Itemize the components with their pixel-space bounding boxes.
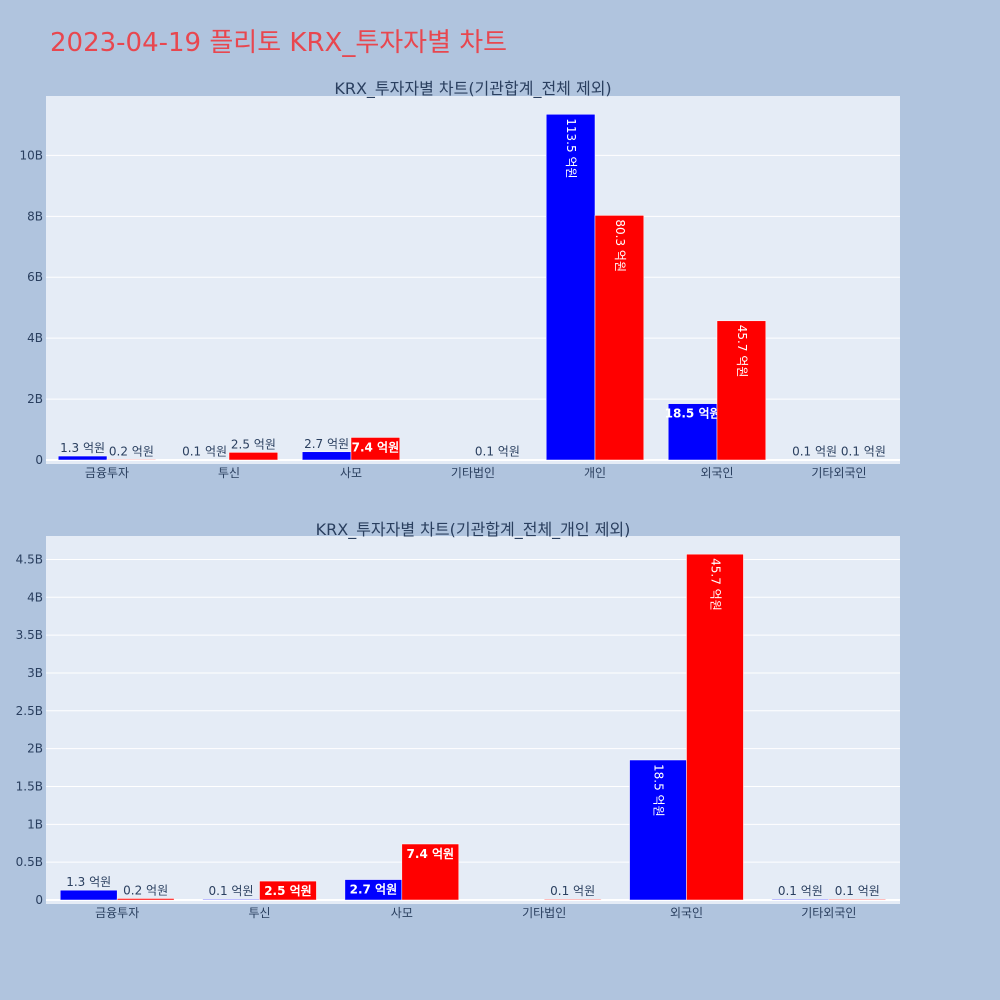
data-label: 0.1 억원 [182, 445, 227, 459]
x-tick-label: 개인 [584, 466, 606, 480]
bar [350, 437, 401, 461]
data-label: 113.5 억원 [564, 118, 578, 178]
data-label: 7.4 억원 [407, 847, 455, 861]
x-tick-label: 외국인 [670, 906, 703, 920]
bar [106, 459, 157, 461]
y-tick-label: 4B [27, 590, 43, 604]
y-tick-label: 3.5B [16, 628, 43, 642]
y-tick-label: 4B [27, 331, 43, 345]
chart-title: KRX_투자자별 차트(기관합계_전체 제외) [334, 79, 611, 99]
data-label: 0.1 억원 [550, 884, 595, 898]
data-label: 0.1 억원 [778, 884, 823, 898]
bar [629, 759, 687, 901]
y-tick-label: 1.5B [16, 779, 43, 793]
plot-area [46, 536, 900, 904]
page-title: 2023-04-19 플리토 KRX_투자자별 차트 [50, 28, 508, 58]
data-label: 1.3 억원 [60, 441, 105, 455]
data-label: 0.1 억원 [841, 445, 886, 459]
x-tick-label: 투신 [218, 466, 240, 480]
data-label: 2.7 억원 [304, 437, 349, 451]
data-label: 0.1 억원 [475, 445, 520, 459]
bar [594, 215, 645, 461]
bar [401, 843, 460, 901]
bar [116, 898, 175, 901]
data-label: 2.5 억원 [231, 437, 276, 451]
bar [259, 880, 317, 901]
y-tick-label: 0 [35, 893, 43, 907]
y-tick-label: 0.5B [16, 855, 43, 869]
x-tick-label: 사모 [340, 466, 362, 480]
plot-area [46, 96, 900, 464]
y-tick-label: 3B [27, 666, 43, 680]
bar [57, 455, 108, 461]
y-tick-label: 6B [27, 270, 43, 284]
y-tick-label: 2B [27, 742, 43, 756]
x-tick-label: 사모 [391, 906, 413, 920]
data-label: 80.3 억원 [613, 219, 627, 272]
bar [771, 898, 830, 901]
x-tick-label: 외국인 [700, 466, 733, 480]
bar [59, 889, 118, 901]
y-tick-label: 4.5B [16, 552, 43, 566]
data-label: 1.3 억원 [66, 875, 111, 889]
data-label: 0.2 억원 [109, 444, 154, 458]
data-label: 0.1 억원 [792, 445, 837, 459]
data-label: 0.1 억원 [209, 884, 254, 898]
x-tick-label: 기타외국인 [811, 466, 866, 480]
bar [686, 553, 744, 901]
y-tick-label: 1B [27, 817, 43, 831]
bar [301, 451, 352, 461]
bar [716, 320, 767, 461]
x-tick-label: 기타외국인 [801, 906, 856, 920]
x-tick-label: 투신 [248, 906, 270, 920]
bar [228, 452, 279, 461]
x-tick-label: 기타법인 [451, 466, 495, 480]
x-tick-label: 금융투자 [85, 466, 129, 480]
y-tick-label: 2B [27, 392, 43, 406]
data-label: 18.5 억원 [665, 407, 721, 421]
data-label: 2.7 억원 [350, 883, 398, 897]
data-label: 18.5 억원 [652, 764, 666, 817]
y-tick-label: 8B [27, 209, 43, 223]
bar [545, 114, 596, 461]
chart-panel-bottom: 0 0.5B 1B 1.5B 2B 2.5B 3B 3.5B 4B 4.5B KRX_투자자별 차트… [16, 520, 900, 920]
chart-title: KRX_투자자별 차트(기관합계_전체_개인 제외) [316, 520, 631, 540]
bar [543, 898, 602, 901]
data-label: 7.4 억원 [352, 440, 400, 454]
data-label: 0.2 억원 [123, 883, 168, 897]
chart-panel-top: 0 2B 4B 6B 8B 10B KRX_투자자별 차트(기관합계_전체 제외) 1.3 억… [19, 79, 900, 480]
data-label: 0.1 억원 [835, 884, 880, 898]
x-tick-label: 기타법인 [522, 906, 566, 920]
data-label: 45.7 억원 [708, 558, 722, 611]
bar [667, 403, 718, 461]
bar [828, 898, 887, 901]
data-label: 2.5 억원 [264, 884, 312, 898]
y-tick-label: 2.5B [16, 704, 43, 718]
x-tick-label: 금융투자 [95, 906, 139, 920]
y-tick-label: 10B [19, 148, 43, 162]
y-tick-label: 0 [35, 453, 43, 467]
data-label: 45.7 억원 [735, 325, 749, 378]
bar [202, 898, 260, 901]
